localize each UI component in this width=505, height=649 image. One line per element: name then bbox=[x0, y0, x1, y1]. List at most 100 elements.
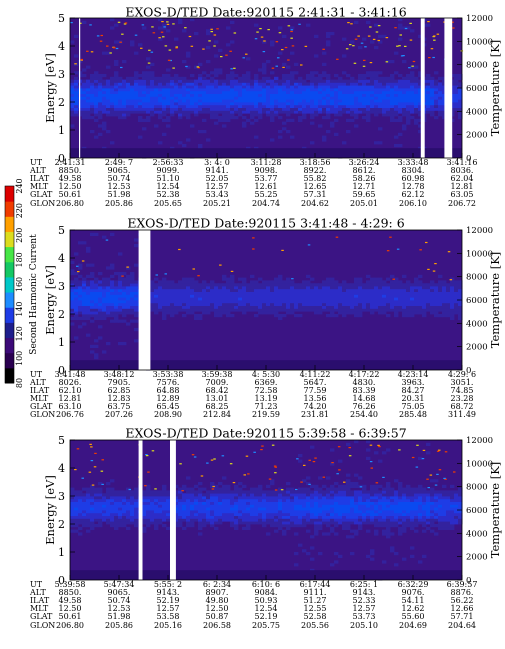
spectrogram-cell bbox=[162, 107, 167, 111]
spectrogram-cell bbox=[446, 518, 451, 522]
spectrogram-cell bbox=[118, 116, 123, 120]
spectrogram-cell bbox=[118, 277, 123, 281]
spectrogram-cell bbox=[366, 308, 371, 312]
spectrogram-speckle bbox=[399, 34, 402, 36]
spectrogram-cell bbox=[230, 496, 235, 500]
spectrogram-cell bbox=[194, 512, 199, 516]
spectrogram-cell bbox=[366, 274, 371, 278]
spectrogram-cell bbox=[150, 280, 155, 284]
spectrogram-cell bbox=[410, 74, 415, 78]
spectrogram-cell bbox=[258, 104, 263, 108]
spectrogram-speckle bbox=[347, 22, 350, 24]
spectrogram-cell bbox=[258, 507, 263, 511]
spectrogram-cell bbox=[238, 518, 243, 522]
spectrogram-cell bbox=[378, 277, 383, 281]
spectrogram-cell bbox=[162, 93, 167, 97]
spectrogram-cell bbox=[106, 90, 111, 94]
spectrogram-cell bbox=[94, 339, 99, 343]
spectrogram-cell bbox=[242, 510, 247, 514]
spectrogram-cell bbox=[238, 283, 243, 287]
spectrogram-cell bbox=[170, 79, 175, 83]
spectrogram-cell bbox=[126, 507, 131, 511]
spectrogram-cell bbox=[286, 65, 291, 69]
spectrogram-cell bbox=[82, 316, 87, 320]
spectrogram-cell bbox=[386, 79, 391, 83]
spectrogram-cell bbox=[394, 102, 399, 106]
spectrogram-cell bbox=[238, 110, 243, 114]
spectrogram-cell bbox=[374, 493, 379, 497]
spectrogram-cell bbox=[102, 501, 107, 505]
spectrogram-cell bbox=[254, 504, 259, 508]
spectrogram-cell bbox=[454, 76, 459, 80]
spectrogram-cell bbox=[370, 493, 375, 497]
spectrogram-cell bbox=[234, 102, 239, 106]
spectrogram-cell bbox=[394, 118, 399, 122]
spectrogram-cell bbox=[262, 107, 267, 111]
spectrogram-speckle bbox=[267, 29, 270, 31]
spectrogram-cell bbox=[218, 288, 223, 292]
y2-axis-label: Temperature [K] bbox=[488, 462, 502, 559]
spectrogram-cell bbox=[350, 297, 355, 301]
spectrogram-cell bbox=[270, 302, 275, 306]
spectrogram-cell bbox=[122, 501, 127, 505]
spectrogram-cell bbox=[270, 294, 275, 298]
spectrogram-cell bbox=[226, 79, 231, 83]
spectrogram-cell bbox=[238, 490, 243, 494]
table-cell: 2:41:31 bbox=[55, 158, 86, 167]
spectrogram-cell bbox=[362, 116, 367, 120]
spectrogram-cell bbox=[146, 510, 151, 514]
spectrogram-cell bbox=[78, 294, 83, 298]
spectrogram-cell bbox=[410, 510, 415, 514]
spectrogram-cell bbox=[298, 507, 303, 511]
spectrogram-cell bbox=[78, 288, 83, 292]
spectrogram-cell bbox=[398, 107, 403, 111]
spectrogram-cell bbox=[326, 512, 331, 516]
spectrogram-cell bbox=[386, 507, 391, 511]
spectrogram-cell bbox=[210, 104, 215, 108]
spectrogram-cell bbox=[218, 99, 223, 103]
y-axis-label: Energy [eV] bbox=[43, 265, 57, 335]
spectrogram-cell bbox=[270, 138, 275, 142]
spectrogram-cell bbox=[162, 484, 167, 488]
spectrogram-cell bbox=[274, 99, 279, 103]
spectrogram-cell bbox=[266, 286, 271, 290]
spectrogram-cell bbox=[350, 552, 355, 556]
spectrogram-cell bbox=[438, 496, 443, 500]
spectrogram-cell bbox=[450, 524, 455, 528]
spectrogram-cell bbox=[242, 526, 247, 530]
spectrogram-cell bbox=[78, 493, 83, 497]
spectrogram-cell bbox=[446, 305, 451, 309]
spectrogram-cell bbox=[86, 316, 91, 320]
spectrogram-cell bbox=[430, 286, 435, 290]
spectrogram-cell bbox=[94, 515, 99, 519]
spectrogram-cell bbox=[390, 104, 395, 108]
spectrogram-cell bbox=[90, 300, 95, 304]
spectrogram-cell bbox=[278, 286, 283, 290]
spectrogram-cell bbox=[126, 286, 131, 290]
spectrogram-cell bbox=[150, 113, 155, 117]
spectrogram-panel: EXOS-D/TED Date:920115 3:41:48 - 4:29: 6… bbox=[29, 216, 502, 420]
spectrogram-cell bbox=[322, 71, 327, 75]
spectrogram-cell bbox=[202, 286, 207, 290]
spectrogram-cell bbox=[262, 93, 267, 97]
spectrogram-speckle bbox=[192, 268, 195, 270]
spectrogram-cell bbox=[338, 286, 343, 290]
spectrogram-cell bbox=[162, 96, 167, 100]
spectrogram-cell bbox=[82, 507, 87, 511]
spectrogram-cell bbox=[386, 82, 391, 86]
spectrogram-cell bbox=[402, 82, 407, 86]
spectrogram-cell bbox=[130, 43, 135, 47]
spectrogram-cell bbox=[126, 291, 131, 295]
spectrogram-cell bbox=[130, 300, 135, 304]
spectrogram-cell bbox=[458, 507, 463, 511]
spectrogram-cell bbox=[354, 288, 359, 292]
spectrogram-cell bbox=[134, 102, 139, 106]
spectrogram-cell bbox=[86, 314, 91, 318]
spectrogram-cell bbox=[126, 490, 131, 494]
spectrogram-cell bbox=[242, 280, 247, 284]
table-cell: 62.85 bbox=[108, 386, 131, 395]
spectrogram-cell bbox=[442, 493, 447, 497]
spectrogram-cell bbox=[198, 316, 203, 320]
spectrogram-cell bbox=[338, 102, 343, 106]
